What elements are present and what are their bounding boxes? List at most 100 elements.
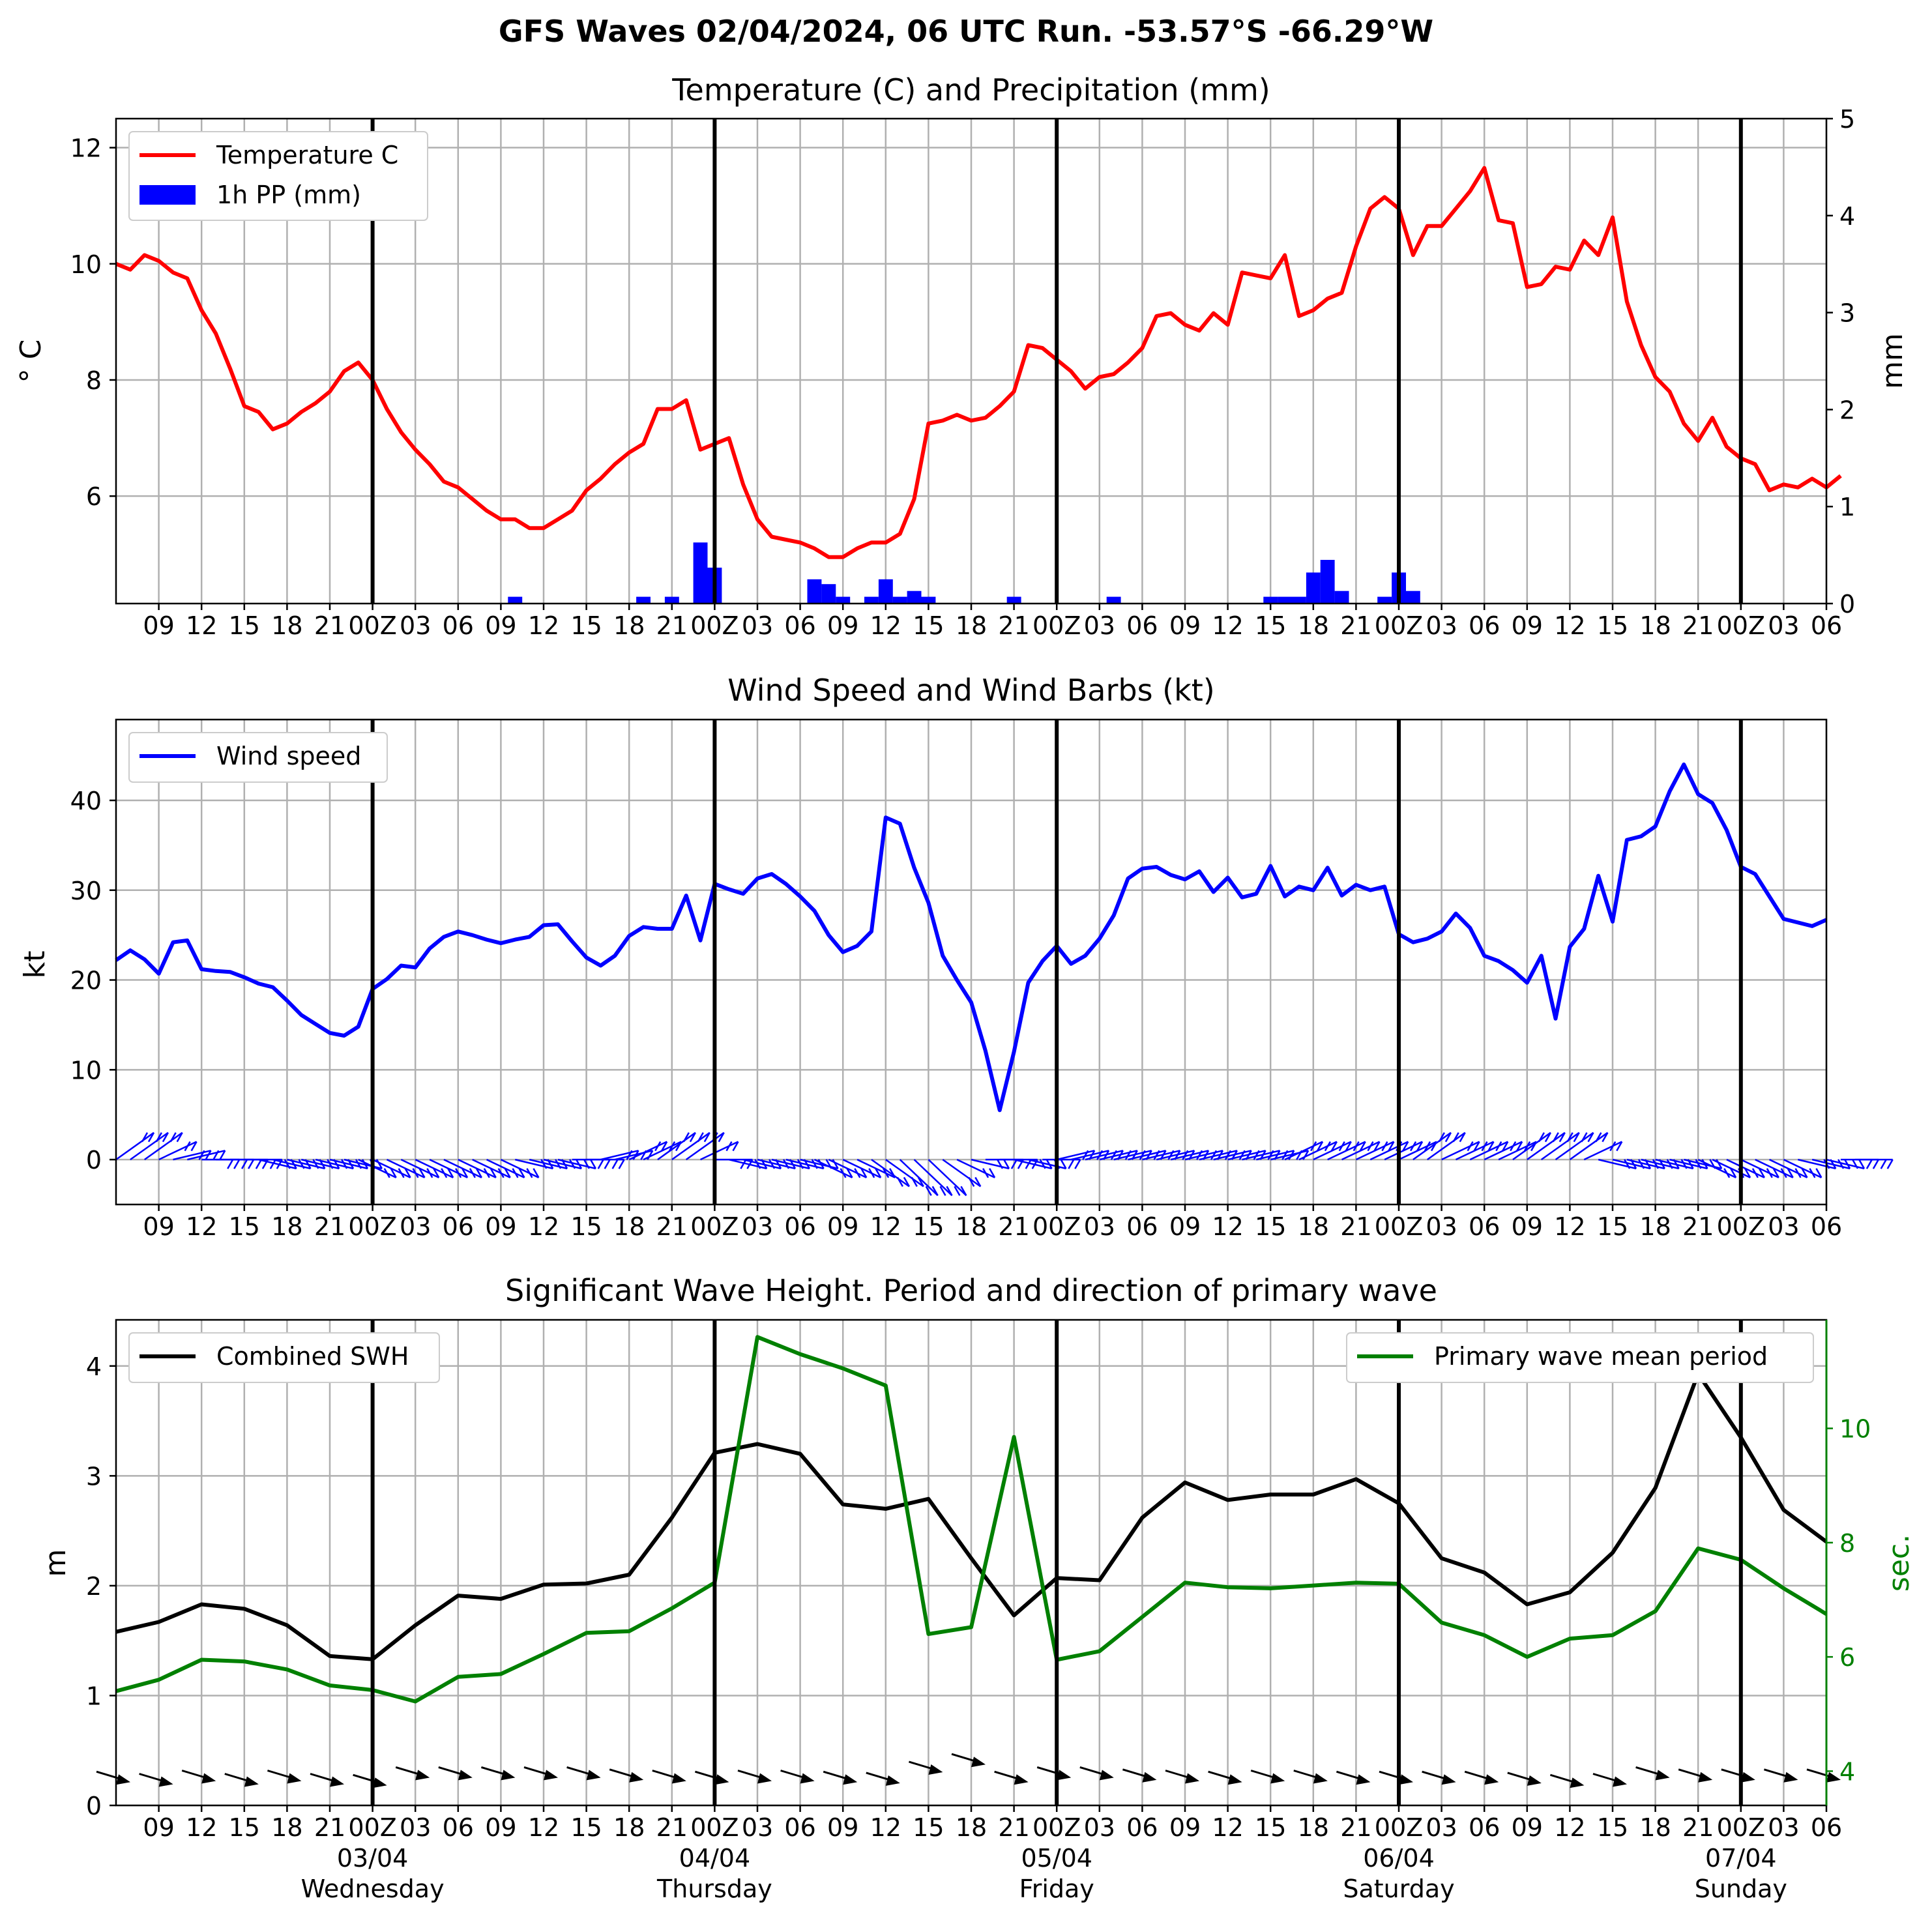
wind-barb-shaft [1569,1131,1609,1161]
x-tick-label: 21 [998,1813,1029,1842]
wind-legend-box [128,732,388,783]
wind-barb-shaft [1697,1158,1736,1178]
wind-barb-shaft [785,1158,824,1170]
wind-barb-flag [227,1159,234,1169]
x-tick-label: 18 [956,611,987,640]
x-tick-label: 18 [1298,1813,1329,1842]
x-tick-label: 00Z [690,1212,739,1241]
wind-barb-flag [946,1186,953,1196]
wind-barb-flag [1473,1141,1480,1152]
x-tick-label: 09 [827,1212,858,1241]
precip-bar [664,596,679,604]
wind-barb-flag [875,1168,882,1178]
wind-barb-flag [219,1150,226,1160]
day-weekday-label: Wednesday [301,1875,445,1903]
wind-barb-flag [198,1150,205,1160]
wind-barb-flag [533,1168,540,1178]
wind-barb-shaft [300,1158,340,1170]
x-tick-label: 06 [784,1813,815,1842]
wind-barb-flag [911,1176,918,1188]
wind-barb-flag [968,1176,975,1188]
wind-barb-shaft [971,1158,1010,1170]
wind-barb-shaft [443,1158,482,1178]
x-tick-label: 03 [742,611,773,640]
wind-barb-flag [868,1168,875,1178]
x-tick-label: 00Z [1375,611,1423,640]
y-tick-label: 12 [70,134,102,163]
x-tick-label: 18 [956,1813,987,1842]
wind-barb-flag [1338,1141,1345,1152]
wind-barb-flag [811,1159,818,1169]
wind-barb-flag [518,1168,525,1178]
x-tick-label: 21 [1340,611,1371,640]
wind-barb-flag [797,1159,804,1169]
wind-barb-shaft [1641,1158,1679,1170]
wind-barb-flag [1481,1141,1488,1152]
temperature-line [115,166,1842,559]
x-tick-label: 15 [913,611,944,640]
wind-barb-shaft [1156,1150,1195,1161]
wind-barb-flag [404,1168,411,1178]
x-tick-label: 15 [570,1813,602,1842]
wind-barb-flag [398,1168,405,1178]
wave-arrow-head [458,1770,473,1781]
x-tick-label: 06 [443,611,474,640]
wind-barb-shaft [187,1150,226,1161]
x-tick-label: 09 [485,1813,516,1842]
wind-barb-flag [1552,1132,1559,1143]
wind-barb-shaft [1768,1158,1808,1178]
wind-barb-flag [540,1159,548,1169]
wind-barb-flag [512,1168,519,1178]
wave-arrow-head [201,1773,216,1784]
wind-barb-flag [840,1168,847,1178]
wind-barb-flag [1253,1150,1260,1160]
wind-barb-shaft [115,1131,154,1161]
wind-barb-shaft [1313,1141,1352,1161]
wind-barb-flag [954,1186,961,1196]
wave-arrow-head [1613,1776,1627,1787]
wind-barb-flag [1039,1159,1046,1169]
wind-barb-shaft [1598,1158,1637,1170]
x-tick-label: 06 [1811,1813,1842,1842]
wind-barb-shaft [557,1158,596,1170]
wind-barb-shaft [1213,1150,1251,1161]
x-tick-label: 18 [271,1212,302,1241]
wind-barb-flag [212,1150,220,1160]
wind-barb-flag [618,1159,625,1169]
wind-barb-flag [375,1159,383,1169]
wind-barb-shaft [329,1158,368,1170]
wind-barb-flag [1353,1141,1360,1152]
y2-tick-label: 3 [1839,299,1855,328]
wind-barb-flag [1695,1159,1702,1169]
wind-barb-flag [1866,1159,1873,1169]
precip-bar [864,596,879,604]
wind-barb-flag [1758,1168,1765,1178]
wind-barb-flag [732,1141,739,1152]
wind-barb-flag [1886,1159,1894,1169]
x-tick-label: 09 [485,1212,516,1241]
x-tick-label: 15 [913,1212,944,1241]
day-weekday-label: Sunday [1695,1875,1787,1903]
wind-barb-flag [426,1168,433,1178]
precip-bar [807,579,822,604]
x-tick-label: 00Z [690,1813,739,1842]
x-tick-label: 12 [1212,1813,1243,1842]
wind-barb-shaft [486,1158,525,1178]
wave-arrow-head [1783,1772,1798,1783]
wave-arrow-head [714,1774,729,1785]
wave-arrow-head [586,1770,601,1781]
x-tick-label: 06 [1469,1813,1500,1842]
precip-bar [921,596,936,604]
precip-bar [693,542,708,604]
day-weekday-label: Friday [1019,1875,1094,1903]
wind-barb-flag [1587,1132,1594,1143]
wave-arrow-head [1313,1773,1328,1784]
wind-barb-shaft [400,1158,439,1178]
wind-barb-flag [1602,1132,1609,1143]
wind-barb-shaft [1170,1150,1209,1161]
wind-barb-flag [1153,1150,1160,1160]
wave-direction-arrows [96,1753,1841,1788]
wind-barb-flag [1516,1141,1523,1152]
wind-barb-flag [1324,1141,1331,1152]
x-tick-label: 00Z [1717,1212,1765,1241]
